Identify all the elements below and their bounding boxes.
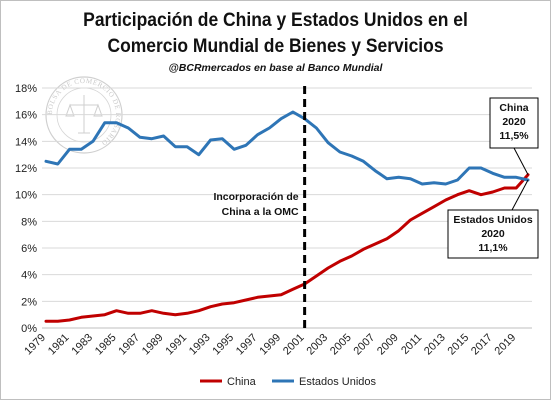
chart-subtitle: @BCRmercados en base al Banco Mundial [168,62,383,74]
x-tick-label: 2005 [328,332,354,358]
china-callout-text: 2020 [502,116,526,128]
x-tick-label: 1993 [187,332,213,358]
x-tick-label: 1997 [234,332,260,358]
x-tick-label: 2011 [399,332,424,357]
x-tick-label: 1991 [163,332,189,358]
chart-title-line-2: Comercio Mundial de Bienes y Servicios [107,36,444,57]
y-tick-label: 8% [21,216,37,228]
y-tick-label: 2% [21,296,37,308]
legend-label-china: China [227,376,257,388]
x-tick-label: 1983 [69,332,95,358]
x-tick-label: 1999 [257,332,283,358]
x-tick-label: 2015 [446,332,472,358]
x-tick-label: 1987 [116,332,142,358]
x-tick-label: 1981 [46,332,72,358]
china-callout-leader [513,147,529,175]
china-callout-box [489,97,539,149]
x-tick-label: 2001 [281,332,307,358]
y-tick-label: 0% [21,323,37,335]
usa-callout-text: 2020 [481,228,505,240]
x-tick-label: 2003 [304,332,330,358]
chart-title: Participación de China y Estados Unidos … [22,8,529,60]
x-tick-label: 1985 [93,332,119,358]
y-tick-label: 16% [15,110,37,122]
series-line-china [44,173,530,323]
event-label: Incorporación de [213,191,298,203]
legend-label-estados-unidos: Estados Unidos [299,376,377,388]
y-tick-label: 4% [21,270,37,282]
x-tick-label: 2007 [351,332,377,358]
chart-title-line-1: Participación de China y Estados Unidos … [83,10,468,31]
y-tick-label: 6% [21,243,37,255]
event-label: China a la OMC [222,206,299,218]
china-callout-text: China [499,102,528,114]
y-tick-label: 18% [15,83,37,95]
china-callout-text: 11,5% [499,130,529,142]
x-tick-label: 2013 [422,332,448,358]
x-tick-label: 1979 [22,332,48,358]
x-tick-label: 1989 [140,332,166,358]
y-tick-label: 10% [15,190,37,202]
usa-callout-text: 11,1% [478,242,508,254]
usa-callout-box [447,209,539,259]
x-tick-label: 2009 [375,332,401,358]
usa-callout-leader [511,179,529,211]
series-line-estados-unidos [44,110,530,186]
x-tick-label: 2017 [469,332,495,358]
y-tick-label: 14% [15,136,37,148]
y-tick-label: 12% [15,163,37,175]
x-tick-label: 1995 [210,332,236,358]
x-tick-label: 2019 [493,332,519,358]
usa-callout-text: Estados Unidos [453,214,533,226]
